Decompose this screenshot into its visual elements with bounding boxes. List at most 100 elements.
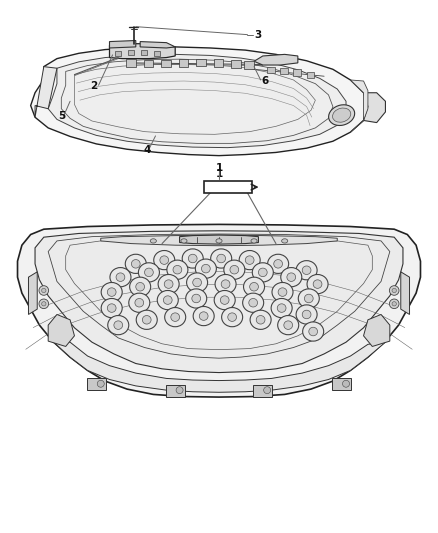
Ellipse shape [188,254,197,263]
FancyBboxPatch shape [244,61,254,69]
Ellipse shape [258,268,267,277]
Ellipse shape [256,316,265,324]
Ellipse shape [142,316,151,324]
Ellipse shape [278,316,299,335]
Ellipse shape [249,298,258,307]
Ellipse shape [214,290,235,310]
FancyBboxPatch shape [307,72,314,78]
Ellipse shape [186,289,207,308]
Ellipse shape [199,312,208,320]
Ellipse shape [201,264,210,273]
FancyBboxPatch shape [166,385,185,397]
Ellipse shape [195,259,216,278]
Ellipse shape [39,286,49,295]
Ellipse shape [245,256,254,264]
FancyBboxPatch shape [214,59,223,67]
Polygon shape [180,235,258,244]
Ellipse shape [164,280,173,288]
Ellipse shape [217,254,226,263]
Ellipse shape [278,288,287,296]
Ellipse shape [268,254,289,273]
Ellipse shape [343,381,350,387]
Ellipse shape [287,273,296,281]
Ellipse shape [182,249,203,268]
Ellipse shape [150,239,156,243]
Polygon shape [364,314,390,346]
Ellipse shape [130,277,151,296]
Polygon shape [110,44,175,59]
Ellipse shape [309,327,318,336]
Polygon shape [48,54,346,148]
Polygon shape [401,272,410,314]
FancyBboxPatch shape [293,69,301,76]
Polygon shape [110,41,136,48]
FancyBboxPatch shape [179,59,188,67]
Ellipse shape [101,298,122,318]
Ellipse shape [163,296,172,304]
FancyBboxPatch shape [141,50,147,55]
Ellipse shape [244,277,265,296]
FancyBboxPatch shape [253,385,272,397]
Polygon shape [364,93,385,123]
Polygon shape [53,341,385,392]
Ellipse shape [274,260,283,268]
Ellipse shape [39,299,49,309]
Ellipse shape [171,313,180,321]
Ellipse shape [296,305,317,324]
FancyBboxPatch shape [204,181,252,193]
FancyBboxPatch shape [161,60,171,67]
Ellipse shape [282,239,288,243]
Ellipse shape [138,263,159,282]
FancyBboxPatch shape [154,51,160,56]
Ellipse shape [328,105,355,125]
FancyBboxPatch shape [332,378,351,390]
Ellipse shape [271,298,292,318]
Ellipse shape [392,288,396,293]
Ellipse shape [239,251,260,270]
Ellipse shape [42,288,46,293]
Ellipse shape [284,321,293,329]
Ellipse shape [131,260,140,268]
Ellipse shape [187,273,208,292]
Ellipse shape [389,286,399,295]
Ellipse shape [304,294,313,303]
Ellipse shape [107,288,116,296]
Polygon shape [35,231,403,373]
Ellipse shape [392,302,396,306]
Ellipse shape [313,280,322,288]
Polygon shape [140,42,175,48]
Ellipse shape [277,304,286,312]
Polygon shape [28,272,37,314]
Ellipse shape [296,261,317,280]
Ellipse shape [136,282,145,291]
Text: 3: 3 [255,30,262,39]
Polygon shape [101,235,337,246]
Ellipse shape [108,316,129,335]
Ellipse shape [215,274,236,294]
Ellipse shape [114,321,123,329]
Ellipse shape [136,310,157,329]
Ellipse shape [221,280,230,288]
Ellipse shape [157,290,178,310]
FancyBboxPatch shape [196,59,206,66]
Ellipse shape [222,308,243,327]
Ellipse shape [145,268,153,277]
Ellipse shape [303,322,324,341]
FancyBboxPatch shape [267,67,275,73]
FancyBboxPatch shape [144,60,153,67]
Ellipse shape [211,249,232,268]
Ellipse shape [272,282,293,302]
FancyBboxPatch shape [87,378,106,390]
Polygon shape [31,47,368,156]
Polygon shape [48,314,74,346]
Polygon shape [254,54,298,65]
Ellipse shape [264,387,271,393]
Ellipse shape [281,268,302,287]
Ellipse shape [129,293,150,312]
Ellipse shape [173,265,182,274]
Text: 4: 4 [143,146,150,155]
Ellipse shape [302,310,311,319]
Polygon shape [35,67,57,117]
Ellipse shape [228,313,237,321]
Ellipse shape [250,282,258,291]
